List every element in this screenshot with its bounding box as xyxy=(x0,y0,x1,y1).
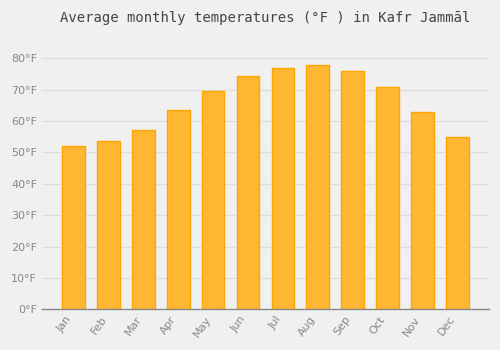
Bar xyxy=(446,137,468,309)
Bar xyxy=(306,65,329,309)
Bar xyxy=(132,131,154,309)
Bar xyxy=(167,110,190,309)
Bar xyxy=(272,68,294,309)
Bar xyxy=(376,86,399,309)
Bar xyxy=(97,141,120,309)
Bar xyxy=(62,146,85,309)
Bar xyxy=(202,91,224,309)
Bar xyxy=(236,76,260,309)
Bar xyxy=(342,71,364,309)
Title: Average monthly temperatures (°F ) in Kafr Jammāl: Average monthly temperatures (°F ) in Ka… xyxy=(60,11,470,25)
Bar xyxy=(411,112,434,309)
